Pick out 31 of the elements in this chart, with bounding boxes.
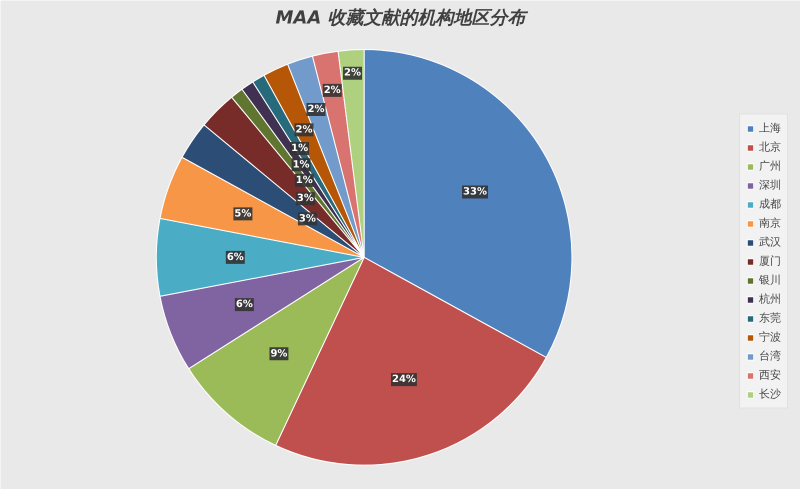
legend-label: 台湾 (759, 348, 781, 364)
legend-label: 上海 (759, 120, 781, 136)
legend-label: 广州 (759, 158, 781, 174)
data-label: 1% (292, 159, 310, 170)
chart-title: MAA 收藏文献的机构地区分布 (275, 8, 529, 28)
legend-label: 东莞 (759, 310, 781, 326)
data-label: 33% (463, 186, 487, 198)
data-label: 6% (236, 299, 253, 310)
legend-label: 南京 (759, 216, 781, 230)
legend-label: 厦门 (759, 254, 781, 268)
legend-label: 西安 (759, 368, 781, 382)
data-label: 2% (307, 104, 324, 116)
data-label: 2% (324, 84, 341, 96)
legend-label: 北京 (759, 140, 781, 154)
data-label: 24% (392, 374, 416, 386)
legend-label: 银川 (759, 272, 781, 288)
data-label: 1% (291, 143, 308, 154)
legend-label: 长沙 (759, 386, 781, 402)
data-label: 6% (226, 252, 244, 263)
legend-label: 宁波 (759, 330, 781, 344)
legend-label: 成都 (759, 196, 781, 212)
data-label: 2% (295, 124, 312, 136)
legend-label: 武汉 (759, 234, 781, 250)
data-label: 5% (234, 208, 252, 220)
data-label: 2% (344, 68, 362, 79)
legend-label: 深圳 (759, 178, 781, 192)
legend-label: 杭州 (759, 292, 781, 306)
data-label: 3% (298, 213, 316, 224)
data-label: 9% (270, 348, 288, 360)
data-label: 1% (296, 174, 313, 186)
data-label: 3% (296, 193, 314, 204)
